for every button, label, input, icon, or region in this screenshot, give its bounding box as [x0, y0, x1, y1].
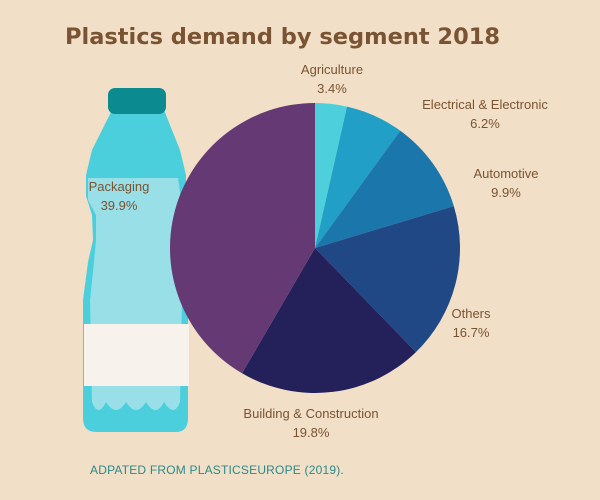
- slice-label-name: Electrical & Electronic: [422, 97, 548, 112]
- slice-label-value: 9.9%: [491, 185, 521, 200]
- pie-slice-others: [315, 206, 460, 353]
- bottle-cap: [108, 88, 166, 114]
- slice-label-value: 16.7%: [453, 325, 490, 340]
- slice-label-name: Agriculture: [301, 62, 363, 77]
- slice-label-name: Automotive: [473, 166, 538, 181]
- slice-labels: Agriculture 3.4% Electrical & Electronic 6.…: [89, 62, 549, 440]
- slice-label-value: 6.2%: [470, 116, 500, 131]
- pie-slice-building-construction: [242, 248, 416, 394]
- pie-slice-packaging: [169, 102, 315, 374]
- slice-label-value: 39.9%: [101, 198, 138, 213]
- slice-label-name: Others: [451, 306, 491, 321]
- slice-label-value: 3.4%: [317, 81, 347, 96]
- slice-label-name: Building & Construction: [243, 406, 378, 421]
- bottle-label: [84, 324, 189, 386]
- slice-label-name: Packaging: [89, 179, 150, 194]
- pie: [169, 102, 460, 394]
- pie-slice-agriculture: [315, 103, 348, 248]
- pie-slice-electrical-electronic: [315, 106, 401, 248]
- water-bottle-icon: [83, 88, 189, 432]
- chart-title: Plastics demand by segment 2018: [65, 24, 500, 50]
- source-note: ADPATED FROM PLASTICSEUROPE (2019).: [90, 463, 344, 477]
- slice-label-value: 19.8%: [293, 425, 330, 440]
- pie-slice-automotive: [315, 130, 454, 248]
